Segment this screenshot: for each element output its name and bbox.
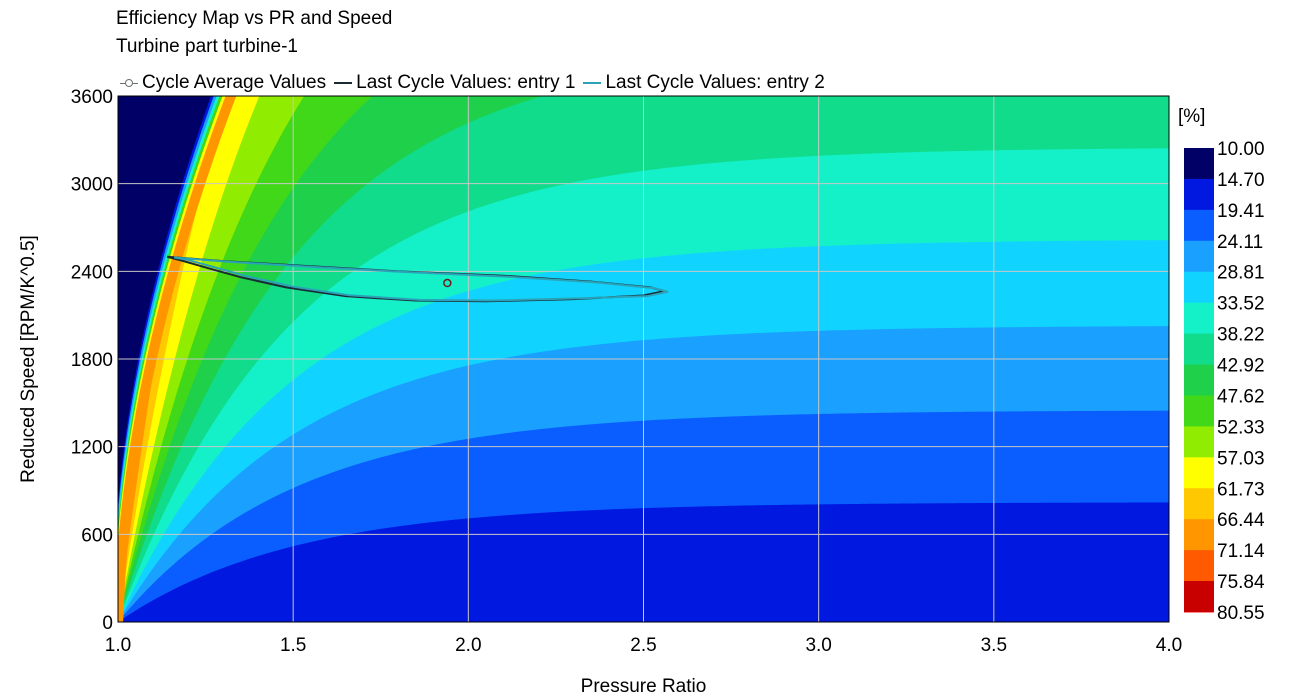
colorbar-label: 38.22 — [1217, 325, 1265, 346]
colorbar-segment — [1184, 488, 1214, 520]
colorbar-label: 28.81 — [1217, 263, 1265, 284]
y-tick-label: 1200 — [71, 438, 113, 459]
efficiency-fringe — [118, 96, 237, 622]
y-tick-label: 2400 — [71, 262, 113, 283]
y-axis-title: Reduced Speed [RPM/K^0.5] — [18, 235, 39, 483]
legend-label: Cycle Average Values — [142, 72, 327, 93]
legend-line-icon — [332, 72, 354, 94]
colorbar-segment — [1184, 364, 1214, 396]
colorbar-segment — [1184, 178, 1214, 211]
legend-item-entry-1: Last Cycle Values: entry 1 — [332, 72, 575, 94]
y-tick-label: 3600 — [71, 87, 113, 108]
y-tick-label: 3000 — [71, 175, 113, 196]
series-point-cycle-average — [443, 278, 452, 288]
legend-marker-icon — [118, 72, 140, 94]
colorbar-segment — [1184, 271, 1214, 304]
colorbar-label: 66.44 — [1217, 510, 1265, 531]
colorbar-label: 19.41 — [1217, 201, 1265, 222]
colorbar-segment — [1184, 148, 1214, 180]
colorbar-segment — [1184, 240, 1214, 273]
colorbar-label: 14.70 — [1217, 170, 1265, 191]
y-tick-label: 0 — [102, 613, 113, 634]
colorbar-unit: [%] — [1178, 106, 1205, 127]
legend-item-cycle-average: Cycle Average Values — [118, 72, 326, 94]
chart-legend: Cycle Average Values Last Cycle Values: … — [118, 72, 831, 94]
colorbar-segment — [1184, 457, 1214, 489]
colorbar-label: 75.84 — [1217, 572, 1265, 593]
legend-label: Last Cycle Values: entry 1 — [356, 72, 576, 93]
legend-item-entry-2: Last Cycle Values: entry 2 — [581, 72, 825, 94]
x-tick-label: 3.0 — [805, 635, 831, 656]
plot-frame — [117, 95, 1170, 623]
colorbar-segment — [1184, 550, 1214, 582]
colorbar-segment — [1184, 209, 1214, 242]
x-tick-label: 1.5 — [280, 635, 306, 656]
colorbar-segment — [1184, 333, 1214, 366]
legend-label: Last Cycle Values: entry 2 — [605, 72, 825, 93]
colorbar-label: 80.55 — [1217, 603, 1265, 624]
x-tick-label: 2.0 — [455, 635, 481, 656]
x-axis-title: Pressure Ratio — [581, 676, 707, 697]
colorbar-label: 71.14 — [1217, 541, 1265, 562]
colorbar-segment — [1184, 395, 1214, 427]
chart-subtitle: Turbine part turbine-1 — [116, 36, 299, 57]
colorbar-label: 10.00 — [1217, 139, 1265, 160]
legend-line-icon — [581, 72, 603, 94]
efficiency-band-upper — [118, 96, 214, 596]
colorbar-segment — [1184, 581, 1214, 612]
colorbar-label: 57.03 — [1217, 448, 1265, 469]
colorbar-label: 52.33 — [1217, 417, 1265, 438]
x-tick-label: 1.0 — [105, 635, 131, 656]
series-line-2 — [173, 256, 669, 302]
x-tick-label: 3.5 — [981, 635, 1007, 656]
colorbar-segment — [1184, 426, 1214, 458]
colorbar-label: 33.52 — [1217, 294, 1265, 315]
colorbar-label: 42.92 — [1217, 356, 1265, 377]
x-tick-label: 2.5 — [630, 635, 656, 656]
y-tick-label: 1800 — [71, 350, 113, 371]
x-tick-label: 4.0 — [1156, 635, 1182, 656]
chart-title: Efficiency Map vs PR and Speed — [116, 8, 393, 29]
colorbar-label: 61.73 — [1217, 479, 1265, 500]
colorbar-label: 47.62 — [1217, 386, 1265, 407]
colorbar-segment — [1184, 519, 1214, 551]
colorbar-label: 24.11 — [1217, 232, 1263, 253]
y-tick-label: 600 — [81, 525, 113, 546]
colorbar-segment — [1184, 302, 1214, 335]
